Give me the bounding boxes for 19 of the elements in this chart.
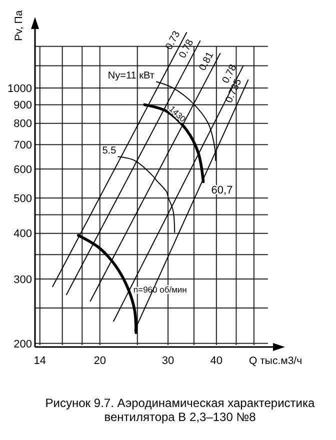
x-tick-label: 20: [94, 355, 106, 367]
y-tick-label: 400: [14, 228, 32, 240]
x-axis-title: Q тыс.м3/ч: [249, 355, 302, 367]
y-tick-label: 800: [14, 118, 32, 130]
y-tick-label: 500: [14, 192, 32, 205]
y-tick-label: 900: [14, 100, 32, 112]
x-tick-label: 30: [162, 355, 174, 367]
y-tick-label: 700: [14, 139, 32, 152]
series-label: 5.5: [102, 146, 117, 157]
text: Рисунок 9.7. Аэродинамическая характеристика вентилятора В 2,3–130 №8: [45, 396, 316, 424]
x-tick-label: 14: [34, 355, 46, 367]
x-tick-label: 40: [210, 355, 223, 367]
y-tick-label: 300: [14, 274, 32, 286]
text: 0.81: [197, 50, 216, 73]
y-tick-label: 600: [14, 164, 32, 176]
y-axis-title: Pv, Па: [13, 10, 25, 41]
series-label: Ny=11 кВт: [108, 70, 155, 82]
y-tick-label: 200: [14, 338, 32, 350]
y-tick-label: 1000: [8, 82, 32, 95]
